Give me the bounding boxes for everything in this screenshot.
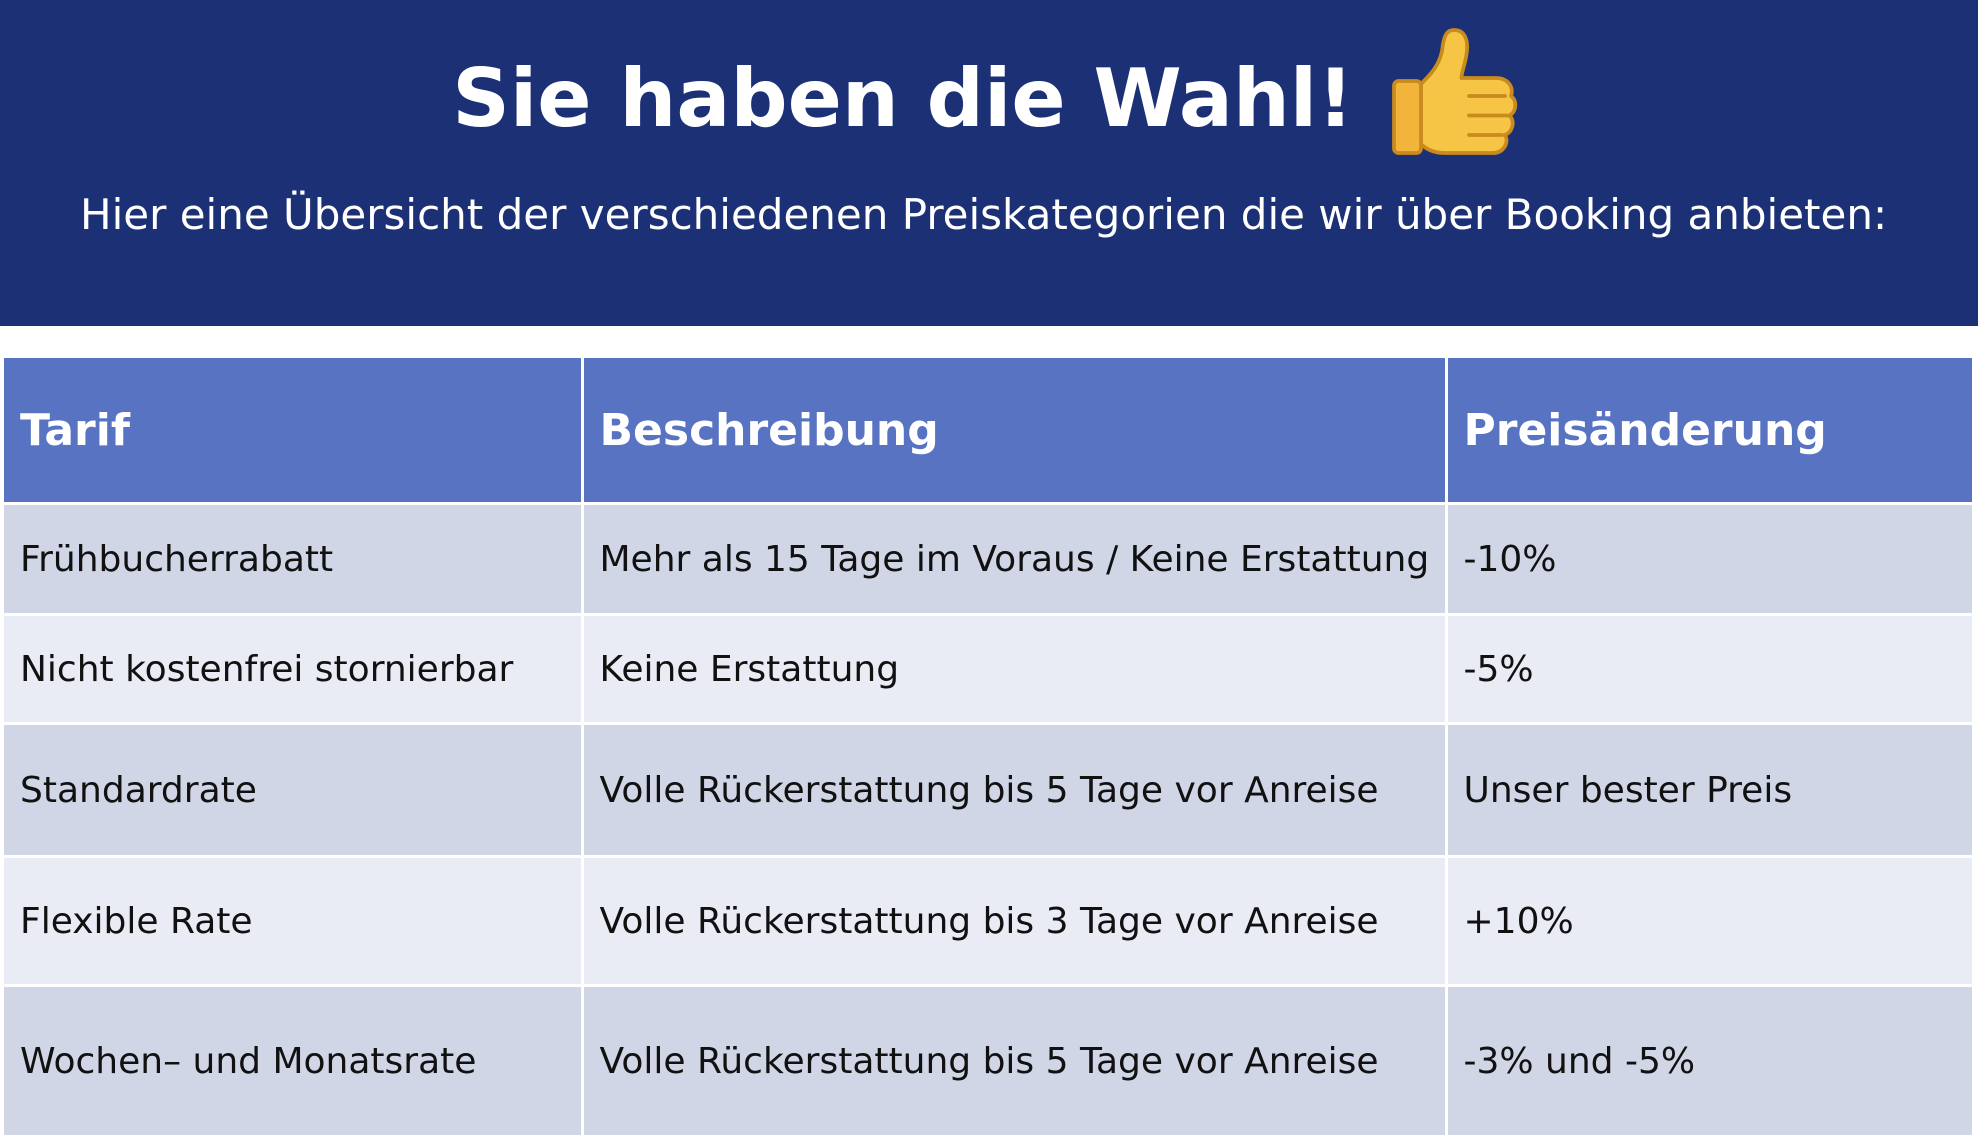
table-row: Flexible Rate Volle Rückerstattung bis 3…	[4, 856, 1972, 987]
cell-beschreibung: Volle Rückerstattung bis 5 Tage vor Anre…	[582, 723, 1448, 858]
header-banner: Sie haben die Wahl! Hier eine Übersicht …	[0, 0, 1978, 326]
title-row: Sie haben die Wahl!	[0, 18, 1978, 178]
table-row: Wochen– und Monatsrate Volle Rückerstatt…	[4, 985, 1972, 1138]
page-subtitle: Hier eine Übersicht der verschiedenen Pr…	[80, 190, 1888, 239]
cell-preis: -5%	[1446, 614, 1972, 725]
thumbs-up-icon	[1391, 28, 1517, 155]
cell-tarif: Frühbucherrabatt	[4, 503, 584, 616]
cell-beschreibung: Keine Erstattung	[582, 614, 1448, 725]
table-row: Frühbucherrabatt Mehr als 15 Tage im Vor…	[4, 503, 1972, 616]
table-row: Nicht kostenfrei stornierbar Keine Ersta…	[4, 614, 1972, 725]
cell-preis: -3% und -5%	[1446, 985, 1972, 1138]
cell-preis: -10%	[1446, 503, 1972, 616]
cell-beschreibung: Volle Rückerstattung bis 5 Tage vor Anre…	[582, 985, 1448, 1138]
cell-beschreibung: Mehr als 15 Tage im Voraus / Keine Ersta…	[582, 503, 1448, 616]
table-row: Standardrate Volle Rückerstattung bis 5 …	[4, 723, 1972, 858]
tariff-table: Tarif Beschreibung Preisänderung Frühbuc…	[4, 358, 1972, 1138]
column-header-preisaenderung: Preisänderung	[1446, 358, 1972, 505]
cell-tarif: Nicht kostenfrei stornierbar	[4, 614, 584, 725]
cell-beschreibung: Volle Rückerstattung bis 3 Tage vor Anre…	[582, 856, 1448, 987]
cell-tarif: Wochen– und Monatsrate	[4, 985, 584, 1138]
cell-preis: Unser bester Preis	[1446, 723, 1972, 858]
cell-tarif: Standardrate	[4, 723, 584, 858]
column-header-beschreibung: Beschreibung	[582, 358, 1448, 505]
table-header-row: Tarif Beschreibung Preisänderung	[4, 358, 1972, 505]
page-title: Sie haben die Wahl!	[452, 51, 1354, 145]
column-header-tarif: Tarif	[4, 358, 584, 505]
cell-tarif: Flexible Rate	[4, 856, 584, 987]
cell-preis: +10%	[1446, 856, 1972, 987]
